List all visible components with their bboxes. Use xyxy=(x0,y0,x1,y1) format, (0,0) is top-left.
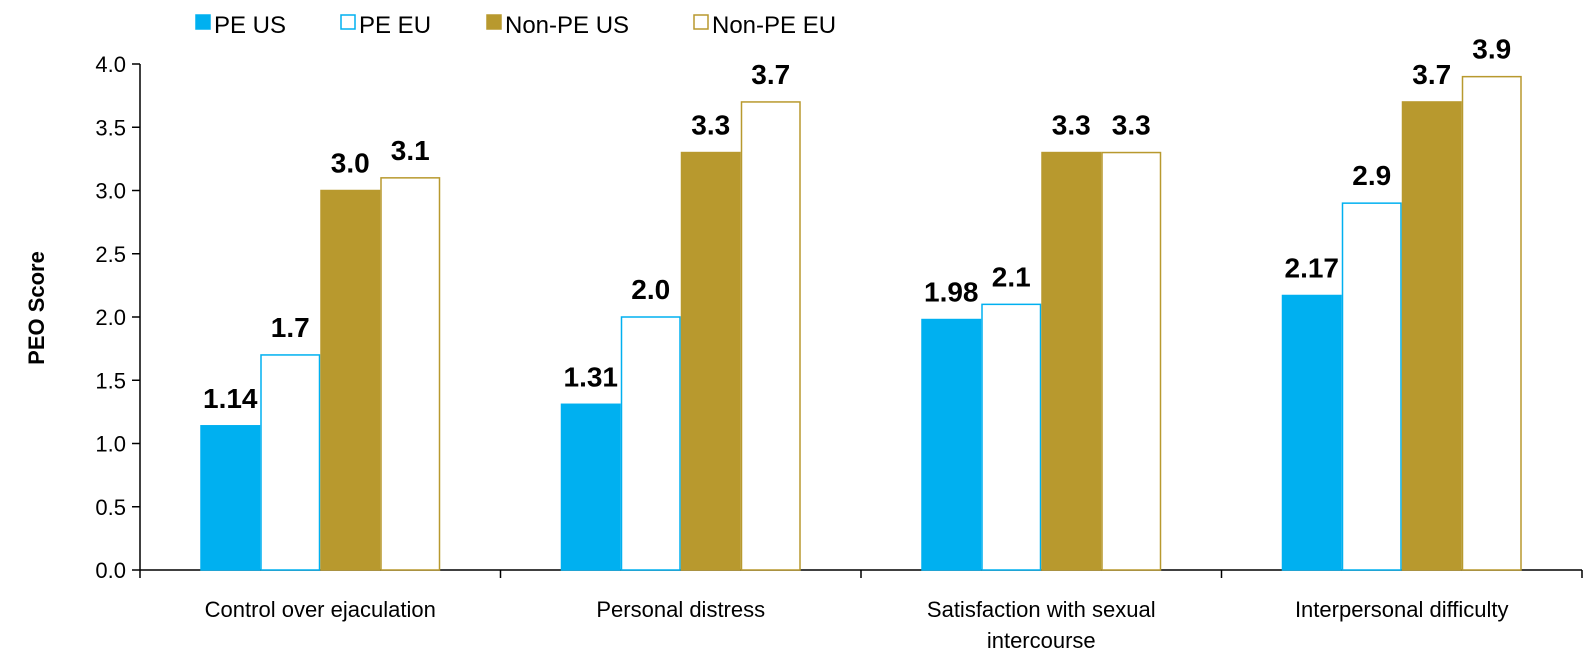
bar-non-pe-eu-control-over-ejaculation xyxy=(380,177,441,571)
x-tick-label-personal-distress: Personal distress xyxy=(596,597,765,622)
bar-non-pe-us-personal-distress xyxy=(680,151,741,571)
data-label-non-pe-us-interpersonal-difficulty: 3.7 xyxy=(1412,59,1451,90)
y-tick-label: 1.0 xyxy=(95,432,126,457)
bar-non-pe-eu-interpersonal-difficulty xyxy=(1461,75,1522,571)
y-tick-label: 1.5 xyxy=(95,368,126,393)
data-label-pe-us-control-over-ejaculation: 1.14 xyxy=(203,383,258,414)
bar-non-pe-us-control-over-ejaculation xyxy=(320,189,381,571)
y-tick-label: 3.5 xyxy=(95,115,126,140)
x-tick-label-satisfaction-with-sexual-intercourse: Satisfaction with sexual intercourse xyxy=(927,597,1156,653)
data-labels: 1.14 1.7 3.0 3.1 1.31 2.0 3.3 3.7 1.98 2.1 3.3 3.3 2… xyxy=(203,34,1511,414)
data-label-pe-eu-interpersonal-difficulty: 2.9 xyxy=(1352,160,1391,191)
bar-pe-us-satisfaction-with-sexual-intercourse xyxy=(921,318,982,571)
x-tick-label-interpersonal-difficulty: Interpersonal difficulty xyxy=(1295,597,1509,622)
x-tick-label-control-over-ejaculation: Control over ejaculation xyxy=(205,597,436,622)
data-label-pe-us-interpersonal-difficulty: 2.17 xyxy=(1285,252,1340,283)
bar-pe-us-personal-distress xyxy=(560,403,621,571)
data-label-pe-eu-satisfaction-with-sexual-intercourse: 2.1 xyxy=(992,261,1031,292)
legend-swatch-pe-eu xyxy=(340,14,356,30)
bar-non-pe-us-interpersonal-difficulty xyxy=(1401,101,1462,571)
legend: PE US PE EU Non-PE US Non-PE EU xyxy=(195,12,836,39)
data-label-non-pe-us-control-over-ejaculation: 3.0 xyxy=(331,148,370,179)
bar-pe-eu-personal-distress xyxy=(620,316,681,571)
bar-non-pe-eu-satisfaction-with-sexual-intercourse xyxy=(1101,151,1162,571)
y-tick-label: 4.0 xyxy=(95,52,126,77)
y-axis-label: PEO Score xyxy=(24,251,49,365)
legend-item-pe-us: PE US xyxy=(195,12,286,39)
data-label-non-pe-us-satisfaction-with-sexual-intercourse: 3.3 xyxy=(1052,110,1091,141)
bar-pe-eu-interpersonal-difficulty xyxy=(1341,202,1402,571)
data-label-non-pe-eu-satisfaction-with-sexual-intercourse: 3.3 xyxy=(1112,110,1151,141)
y-tick-label: 0.0 xyxy=(95,558,126,583)
y-tick-label: 2.5 xyxy=(95,242,126,267)
data-label-pe-us-personal-distress: 1.31 xyxy=(564,361,619,392)
data-label-pe-eu-control-over-ejaculation: 1.7 xyxy=(271,312,310,343)
y-tick-label: 3.0 xyxy=(95,179,126,204)
bar-pe-us-interpersonal-difficulty xyxy=(1281,294,1342,571)
legend-item-non-pe-us: Non-PE US xyxy=(486,12,629,39)
data-label-non-pe-eu-interpersonal-difficulty: 3.9 xyxy=(1472,34,1511,65)
legend-label-pe-us: PE US xyxy=(214,12,286,39)
legend-label-pe-eu: PE EU xyxy=(359,12,431,39)
data-label-non-pe-us-personal-distress: 3.3 xyxy=(691,110,730,141)
data-label-pe-us-satisfaction-with-sexual-intercourse: 1.98 xyxy=(924,277,979,308)
bar-pe-eu-satisfaction-with-sexual-intercourse xyxy=(981,303,1042,571)
bars xyxy=(200,75,1522,571)
bar-pe-us-control-over-ejaculation xyxy=(200,425,261,571)
y-axis: 0.0 0.5 1.0 1.5 2.0 2.5 3.0 3.5 4.0 xyxy=(95,52,141,583)
legend-label-non-pe-eu: Non-PE EU xyxy=(712,12,836,39)
y-tick-label: 0.5 xyxy=(95,495,126,520)
data-label-pe-eu-personal-distress: 2.0 xyxy=(631,274,670,305)
data-label-non-pe-eu-control-over-ejaculation: 3.1 xyxy=(391,135,430,166)
data-label-non-pe-eu-personal-distress: 3.7 xyxy=(751,59,790,90)
legend-swatch-non-pe-us xyxy=(486,14,502,30)
legend-swatch-non-pe-eu xyxy=(693,14,709,30)
legend-label-non-pe-us: Non-PE US xyxy=(505,12,629,39)
legend-item-non-pe-eu: Non-PE EU xyxy=(693,12,836,39)
bar-non-pe-us-satisfaction-with-sexual-intercourse xyxy=(1041,151,1102,571)
legend-item-pe-eu: PE EU xyxy=(340,12,431,39)
legend-swatch-pe-us xyxy=(195,14,211,30)
bar-pe-eu-control-over-ejaculation xyxy=(260,354,321,571)
bar-non-pe-eu-personal-distress xyxy=(740,101,801,571)
x-axis: Control over ejaculation Personal distres… xyxy=(139,569,1583,653)
y-tick-label: 2.0 xyxy=(95,305,126,330)
